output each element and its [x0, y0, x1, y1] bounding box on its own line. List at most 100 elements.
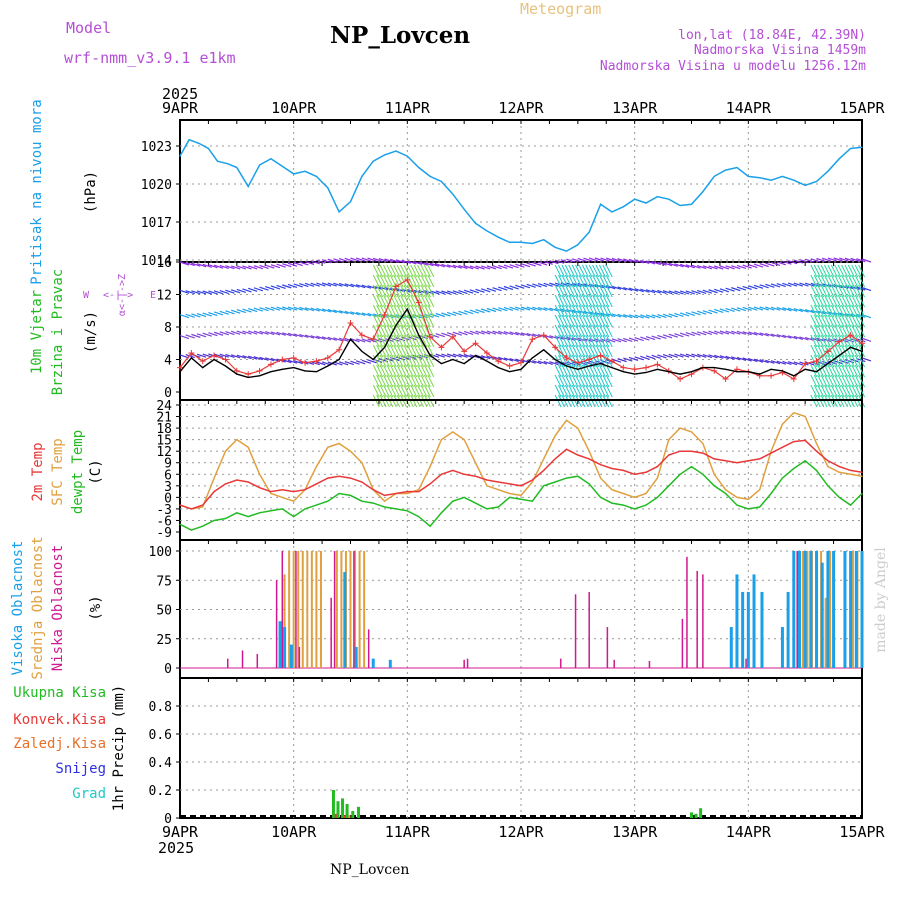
side-label: dewpt Temp [70, 430, 86, 514]
bar-srednja-oblacnost [354, 551, 357, 668]
data-point [474, 222, 477, 224]
wind-barb [837, 304, 845, 318]
wind-barb [588, 304, 596, 318]
bar-niska-oblacnost [796, 551, 798, 668]
wind-barb [824, 264, 831, 278]
wind-barb [578, 284, 586, 298]
bar-srednja-oblacnost [288, 551, 291, 668]
y-tick-label: 16 [156, 256, 172, 271]
wind-barb [820, 304, 828, 318]
y-tick-label: 1017 [141, 216, 172, 231]
x-tick-label: 15APR [839, 823, 885, 841]
wind-barb [321, 308, 332, 313]
data-point [315, 371, 317, 373]
wind-barb [259, 356, 269, 361]
wind-barb [213, 353, 224, 358]
x-tick-label: 10APR [271, 823, 317, 841]
wind-barb [847, 294, 855, 308]
data-point [463, 362, 465, 365]
wind-barb [817, 364, 825, 378]
data-point [861, 350, 863, 352]
wind-barb [191, 333, 201, 338]
wind-barb [776, 360, 786, 365]
gust-marker [256, 367, 263, 374]
wind-barb [770, 283, 781, 288]
wind-barb [824, 314, 831, 328]
wind-barb [376, 384, 384, 398]
wind-barb [403, 374, 411, 388]
wind-barb [588, 334, 596, 348]
data-point [565, 477, 568, 479]
wind-barb [372, 374, 380, 388]
wind-barb [417, 384, 425, 398]
data-point [372, 502, 374, 504]
wind-barb [383, 284, 390, 298]
wind-barb [406, 374, 414, 388]
wind-barb [379, 294, 387, 308]
wind-barb [379, 284, 387, 298]
wind-barb [581, 324, 589, 338]
wind-barb [413, 344, 421, 358]
data-point [395, 324, 397, 326]
data-point [236, 166, 238, 169]
gust-marker [711, 367, 718, 374]
wind-barb [554, 274, 562, 288]
wind-barb [420, 264, 428, 278]
wind-barb [321, 259, 332, 264]
wind-barb [379, 344, 387, 358]
wind-barb [841, 364, 848, 378]
wind-barb [804, 336, 815, 341]
wind-barb [564, 344, 572, 358]
wind-barb [770, 333, 781, 338]
wind-barb [400, 284, 407, 298]
gust-marker [427, 333, 434, 340]
wind-barb [685, 353, 696, 358]
wind-barb [571, 314, 579, 328]
wind-barb [532, 306, 542, 311]
data-point [338, 358, 340, 361]
wind-barb [861, 287, 872, 292]
wind-barb [373, 358, 383, 363]
data-point [793, 440, 795, 443]
wind-barb [708, 309, 718, 314]
gust-marker [199, 358, 206, 365]
data-point [690, 431, 693, 433]
wind-barb [837, 294, 845, 308]
wind-barb [383, 264, 390, 278]
wind-barb [423, 384, 431, 398]
wind-barb [578, 294, 586, 308]
wind-barb [554, 294, 562, 308]
data-point [634, 198, 636, 200]
wind-barb [486, 287, 497, 292]
wind-barb [602, 384, 610, 398]
wind-barb [403, 264, 411, 278]
data-point [429, 175, 431, 177]
wind-barb [372, 354, 380, 368]
wind-barb [605, 304, 613, 318]
wind-barb [578, 344, 586, 358]
wind-barb [270, 264, 281, 269]
wind-barb [854, 284, 862, 298]
bar-ukupna-kisa [351, 811, 355, 818]
gust-marker [392, 283, 399, 290]
data-point [452, 500, 454, 502]
wind-barb [396, 264, 404, 278]
wind-barb [834, 304, 842, 318]
y-tick-label: 0 [164, 491, 172, 506]
wind-barb [581, 374, 589, 388]
data-point [486, 479, 488, 481]
wind-barb [854, 304, 862, 318]
wind-barb [820, 284, 828, 298]
wind-barb [810, 264, 818, 278]
wind-barb [236, 354, 247, 359]
wind-barb [225, 310, 235, 315]
wind-barb [851, 364, 859, 378]
wind-barb [820, 334, 828, 348]
wind-barb [813, 294, 821, 308]
wind-barb [410, 284, 418, 298]
wind-barb [731, 287, 741, 292]
wind-barb [827, 304, 835, 318]
data-point [668, 371, 670, 373]
wind-barb [543, 307, 553, 312]
wind-barb [407, 260, 417, 265]
